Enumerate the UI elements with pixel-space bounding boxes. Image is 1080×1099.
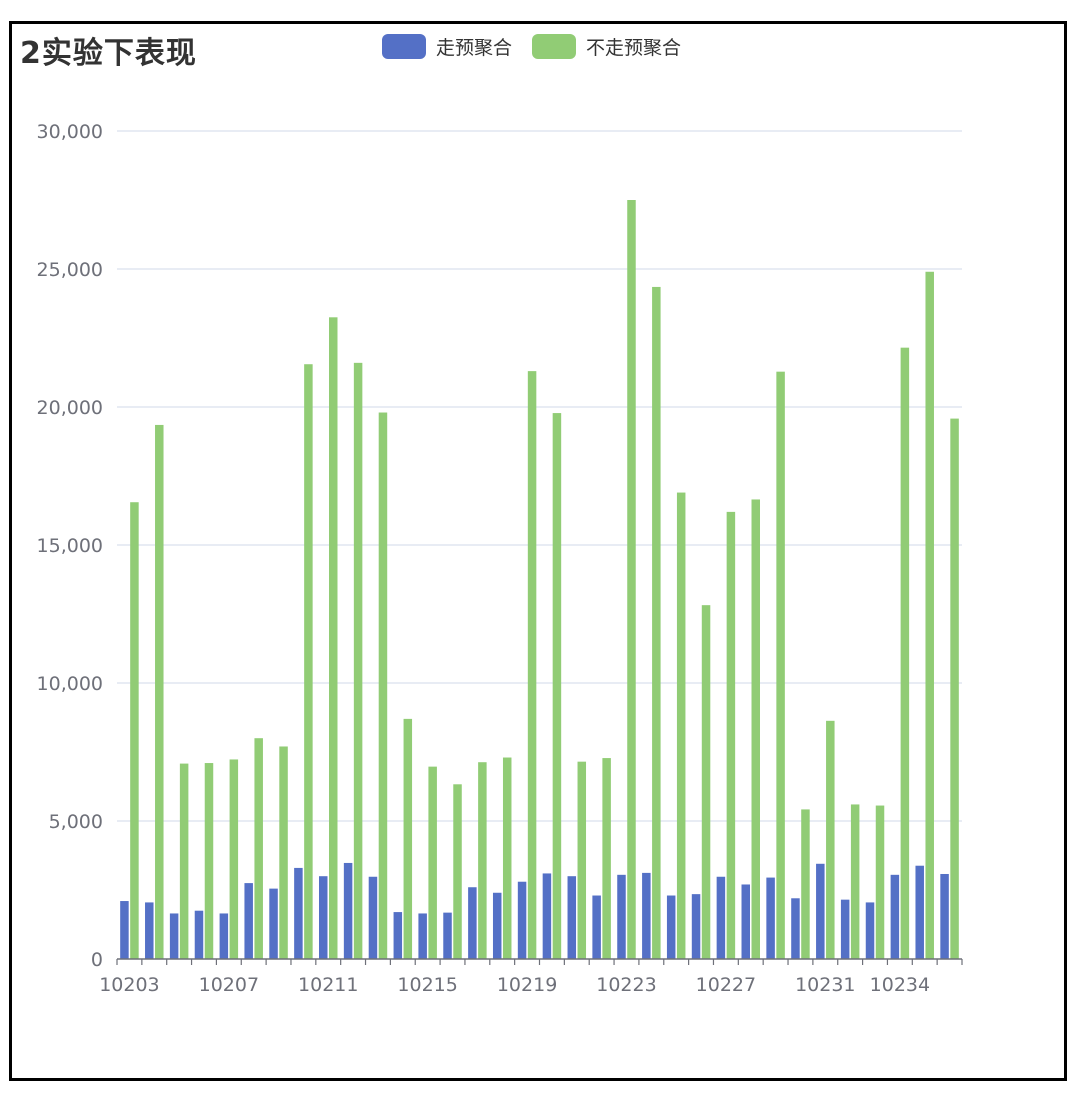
legend-swatch-series-2 (532, 34, 577, 59)
bar-1 (368, 876, 378, 959)
bar-2 (130, 502, 139, 959)
bar-2 (229, 759, 239, 959)
bar-2 (577, 761, 587, 959)
legend-label-series-1: 走预聚合 (436, 37, 513, 59)
bar-1 (468, 887, 477, 959)
x-tick-label: 10207 (199, 974, 259, 996)
bar-2 (850, 804, 860, 959)
bar-1 (840, 899, 850, 959)
bar-2 (502, 757, 512, 959)
chart-title: 2实验下表现 (20, 36, 197, 71)
x-tick-label: 10215 (397, 974, 457, 996)
y-tick-label: 10,000 (37, 673, 103, 695)
bar-1 (691, 894, 701, 959)
bar-1 (617, 874, 626, 959)
bar-2 (875, 805, 885, 959)
bar-1 (915, 865, 924, 959)
bar-2 (179, 763, 189, 959)
bar-1 (393, 912, 403, 959)
y-tick-label: 0 (91, 949, 103, 971)
bar-2 (900, 347, 910, 959)
x-tick-label: 10211 (298, 974, 358, 996)
bar-1 (666, 895, 676, 959)
bar-2 (279, 746, 288, 959)
bar-1 (517, 881, 527, 959)
bar-1 (791, 898, 800, 959)
bar-2 (776, 371, 785, 959)
bar-1 (219, 913, 229, 959)
bar-1 (940, 873, 949, 959)
bar-2 (751, 499, 760, 959)
bar-2 (428, 766, 437, 959)
bar-2 (826, 720, 835, 959)
bar-2 (627, 200, 636, 959)
bar-2 (155, 424, 164, 959)
x-tick-label: 10219 (497, 974, 557, 996)
bar-2 (478, 762, 487, 959)
x-tick-label: 10234 (870, 974, 930, 996)
bar-1 (492, 892, 502, 959)
bar-2 (254, 738, 263, 959)
y-tick-label: 25,000 (37, 259, 103, 281)
y-tick-label: 15,000 (37, 535, 103, 557)
bar-2 (353, 362, 363, 960)
bar-2 (950, 418, 959, 959)
bar-1 (244, 883, 253, 959)
y-tick-label: 20,000 (37, 397, 103, 419)
bar-1 (120, 901, 129, 959)
bar-1 (642, 872, 651, 959)
bar-2 (403, 718, 413, 959)
legend-item-series-2[interactable]: 不走预聚合 (532, 33, 681, 60)
bar-1 (865, 902, 875, 959)
legend-item-series-1[interactable]: 走预聚合 (382, 33, 512, 60)
bar-2 (801, 809, 810, 959)
y-tick-label: 5,000 (49, 811, 103, 833)
x-tick-label: 10227 (696, 974, 756, 996)
bar-2 (925, 271, 934, 959)
bar-1 (816, 863, 825, 959)
bar-1 (145, 902, 154, 959)
bar-1 (716, 876, 726, 959)
y-tick-label: 30,000 (37, 121, 103, 143)
bar-2 (204, 763, 214, 959)
bar-2 (552, 413, 562, 959)
bar-1 (169, 913, 179, 959)
x-tick-label: 10203 (99, 974, 159, 996)
bar-1 (269, 888, 278, 959)
bar-1 (443, 912, 452, 959)
bar-2 (329, 317, 338, 959)
bar-2 (378, 412, 388, 959)
bar-1 (542, 873, 552, 959)
bar-1 (194, 910, 204, 959)
bar-1 (343, 862, 353, 959)
bar-1 (766, 877, 775, 959)
x-tick-label: 10231 (795, 974, 855, 996)
bar-1 (890, 874, 900, 959)
bar-2 (304, 364, 313, 960)
x-tick-label: 10223 (596, 974, 656, 996)
bar-2 (602, 758, 611, 959)
legend-swatch-series-1 (382, 34, 426, 59)
bar-1 (741, 884, 750, 959)
bar-1 (567, 876, 577, 959)
bar-2 (701, 605, 711, 959)
bar-1 (418, 913, 427, 959)
bar-2 (527, 371, 537, 959)
bar-1 (592, 895, 601, 959)
bar-2 (652, 286, 661, 959)
bar-2 (453, 784, 462, 959)
legend-label-series-2: 不走预聚合 (586, 37, 682, 59)
bar-1 (319, 876, 328, 959)
bar-1 (294, 867, 303, 959)
bar-2 (726, 511, 736, 959)
bar-2 (676, 492, 686, 959)
legend: 走预聚合 不走预聚合 (382, 33, 701, 60)
